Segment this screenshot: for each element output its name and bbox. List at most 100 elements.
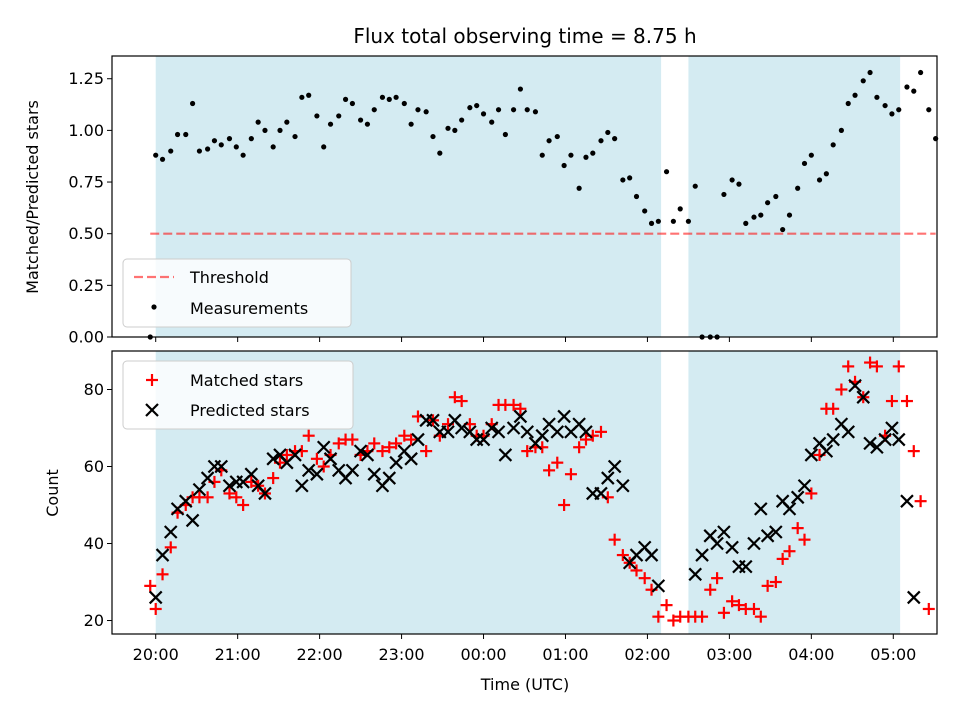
predicted-stars-point [222,478,237,493]
predicted-stars-point [804,448,819,462]
predicted-stars-point [848,378,862,393]
predicted-stars-point [345,463,360,478]
measurement-point [342,96,349,102]
predicted-stars-point [491,425,506,439]
top-y-tick-label: 0.75 [68,173,104,192]
matched-stars-point [717,606,730,619]
bottom-panel: 20 40 60 80 20:00 21:00 22:00 23:00 00:00 01:00 0… [43,350,938,694]
predicted-stars-point [148,590,163,605]
matched-stars-point [551,456,564,469]
matched-stars-point [149,602,162,615]
matched-stars-point [616,549,629,562]
predicted-stars-point [498,448,513,462]
bottom-count-points [144,356,935,627]
matched-stars-point [507,398,520,411]
measurement-point [612,136,618,142]
measurement-point [226,136,233,142]
predicted-stars-point [688,567,703,582]
matched-stars-point [864,356,877,369]
predicted-stars-point [607,459,622,474]
measurement-point [677,206,683,212]
predicted-stars-point [520,425,535,439]
matched-stars-point [223,487,236,500]
measurement-point [240,152,246,158]
measurement-point [183,131,189,138]
matched-stars-point [805,487,818,500]
measurement-point [852,92,858,98]
measurement-point [765,200,771,206]
predicted-stars-point [717,525,731,539]
measurement-point [561,162,567,169]
measurement-point [786,212,793,218]
measurement-point [233,144,239,150]
measurement-point [401,100,407,107]
measurement-point [780,226,786,233]
measurement-point [736,181,742,187]
matched-stars-point [383,441,396,454]
measurement-point [904,84,910,90]
measurement-point [620,177,626,183]
bottom-x-tick-label: 00:00 [460,645,506,664]
predicted-stars-point [579,425,593,439]
matched-stars-point [280,448,293,461]
measurement-point [517,86,524,92]
measurement-point [474,102,480,109]
measurement-point [459,117,465,123]
measurement-point [277,127,283,133]
measurement-point [546,138,552,144]
bottom-x-tick-label: 22:00 [297,645,343,664]
predicted-stars-point [900,494,914,508]
measurement-point [721,191,727,198]
measurement-point [627,175,633,181]
predicted-stars-point [155,548,170,562]
predicted-stars-point [476,432,491,447]
matched-stars-point [376,445,389,458]
bottom-legend-box [122,360,354,430]
predicted-stars-point [411,432,425,447]
top-y-tick-label: 1.00 [68,121,104,140]
measurement-point [729,177,735,183]
measurement-point [882,102,888,109]
predicted-stars-point [863,436,877,451]
predicted-stars-point [878,432,892,447]
measurement-point [211,138,218,144]
measurement-point [467,105,473,111]
measurement-point [633,193,640,200]
matched-stars-point [732,599,745,612]
predicted-legend-label: Predicted stars [190,401,310,420]
measurement-point [642,208,648,214]
predicted-stars-point [695,548,709,562]
matched-stars-point [368,437,381,450]
bottom-x-tick-label: 04:00 [788,645,834,664]
matched-stars-point [667,614,680,627]
measurement-point [174,131,181,138]
predicted-stars-point [907,590,921,605]
matched-stars-point [870,360,883,373]
matched-stars-point [267,472,280,485]
measurement-point [153,152,159,158]
measurement-point [801,160,808,167]
measurement-point [205,146,211,152]
matched-stars-point [448,391,461,404]
measurement-point [751,214,757,220]
bottom-y-axis-ticks: 20 40 60 80 [84,380,112,630]
matched-stars-point [164,541,177,554]
predicted-stars-point [389,455,403,470]
measurement-point [510,107,517,113]
measurement-point [306,92,312,98]
predicted-stars-point [484,421,499,435]
predicted-stars-point [891,432,906,447]
predicted-stars-point [214,459,229,474]
top-y-axis-label: Matched/Predicted stars [23,100,42,294]
matched-stars-point [660,599,673,612]
measurement-point [299,94,305,100]
bottom-x-axis-ticks: 20:00 21:00 22:00 23:00 00:00 01:00 02:00 03:00… [133,634,916,664]
predicted-stars-point [295,478,309,493]
matched-stars-point [900,395,913,408]
matched-stars-point [346,433,359,446]
matched-stars-point [230,491,243,504]
measurement-point [386,96,392,102]
predicted-stars-point [185,513,200,528]
matched-stars-point [302,429,315,442]
